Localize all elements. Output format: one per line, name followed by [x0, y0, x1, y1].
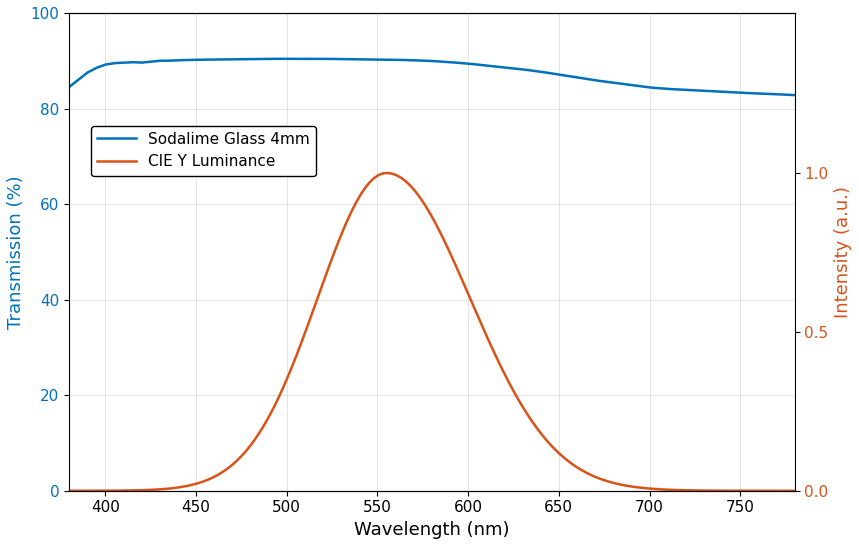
X-axis label: Wavelength (nm): Wavelength (nm)	[354, 521, 509, 539]
Sodalime Glass 4mm	[101, 61, 112, 68]
Sodalime Glass 4mm	[417, 57, 428, 64]
CIE Y Luminance	[417, 198, 428, 204]
Sodalime Glass 4mm	[769, 91, 779, 97]
CIE Y Luminance	[381, 170, 392, 176]
Sodalime Glass 4mm	[789, 92, 800, 98]
CIE Y Luminance	[398, 176, 408, 182]
Sodalime Glass 4mm	[636, 83, 646, 90]
Sodalime Glass 4mm	[769, 91, 779, 97]
Line: Sodalime Glass 4mm: Sodalime Glass 4mm	[69, 59, 795, 95]
CIE Y Luminance	[101, 488, 112, 494]
CIE Y Luminance	[769, 488, 779, 494]
CIE Y Luminance	[769, 488, 779, 494]
Sodalime Glass 4mm	[398, 57, 408, 63]
CIE Y Luminance	[64, 488, 74, 494]
Legend: Sodalime Glass 4mm, CIE Y Luminance: Sodalime Glass 4mm, CIE Y Luminance	[91, 126, 315, 176]
CIE Y Luminance	[636, 484, 646, 491]
Line: CIE Y Luminance: CIE Y Luminance	[69, 173, 795, 491]
CIE Y Luminance	[789, 488, 800, 494]
Sodalime Glass 4mm	[264, 56, 274, 62]
Y-axis label: Intensity (a.u.): Intensity (a.u.)	[834, 186, 852, 318]
Y-axis label: Transmission (%): Transmission (%)	[7, 175, 25, 329]
Sodalime Glass 4mm	[64, 84, 74, 90]
